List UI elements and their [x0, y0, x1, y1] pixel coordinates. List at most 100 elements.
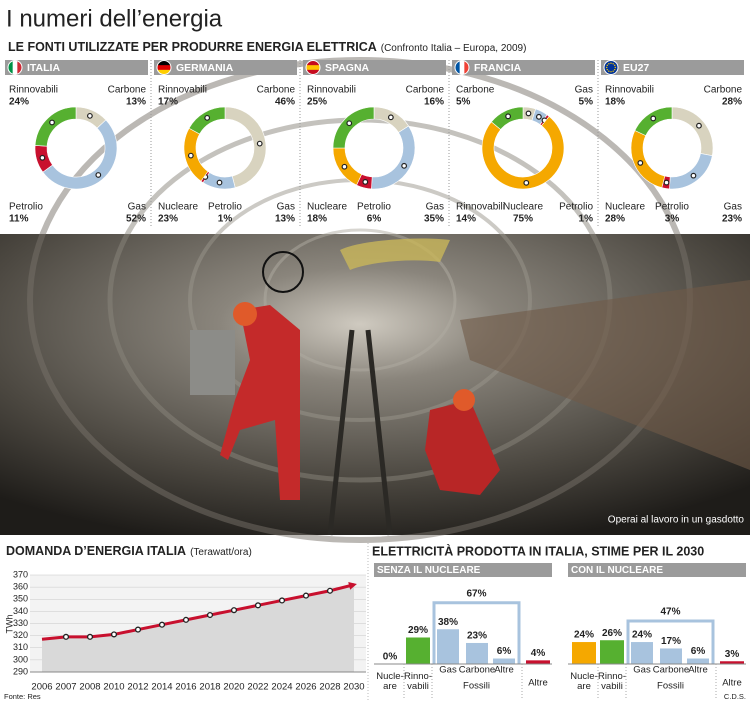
flag-star	[608, 63, 610, 65]
value-label: 18%	[605, 97, 625, 108]
point	[302, 592, 310, 599]
point	[110, 631, 118, 638]
group-value-label: 47%	[660, 607, 680, 618]
x-tick-label: 2007	[55, 682, 76, 693]
value-label: 29%	[408, 625, 428, 636]
donut-segment	[42, 119, 118, 190]
bar	[493, 658, 515, 664]
point	[326, 587, 334, 594]
section-title: ELETTRICITÀ PRODOTTA IN ITALIA, STIME PE…	[372, 543, 704, 558]
point	[62, 633, 70, 640]
value-label: 18%	[307, 214, 327, 225]
x-tick-label: 2018	[199, 682, 220, 693]
category-label: Carbone	[257, 85, 296, 96]
category-label: Nucle-are	[570, 671, 597, 692]
category-label: Gas	[128, 202, 146, 213]
value-label: 6%	[497, 646, 512, 657]
y-axis-label: TWh	[4, 615, 14, 634]
category-label: Gas	[439, 665, 457, 676]
value-label: 23%	[722, 214, 742, 225]
category-label: Altre	[528, 678, 548, 689]
leader-dot	[95, 172, 102, 178]
flag-stripe	[157, 60, 171, 66]
leader-dot	[637, 160, 644, 166]
category-label: Gas	[633, 665, 651, 676]
value-label: 5%	[579, 97, 594, 108]
panel-title: SENZA IL NUCLEARE	[377, 565, 481, 576]
flag-star	[606, 68, 608, 71]
flag	[455, 60, 469, 75]
leader-dot	[523, 179, 530, 186]
group-bracket	[626, 619, 715, 664]
bar	[406, 637, 430, 664]
bar	[437, 629, 459, 664]
chart-subtitle: (Terawatt/ora)	[190, 547, 252, 558]
y-tick-label: 350	[13, 594, 28, 604]
donut-segment	[630, 130, 666, 189]
panel-title: ITALIA	[27, 62, 60, 74]
bar	[572, 642, 596, 664]
value-label: 23%	[158, 214, 178, 225]
flag-stripe	[608, 60, 614, 75]
panel-header	[5, 60, 148, 75]
category-label: Nucleare	[503, 202, 543, 213]
value-label: 35%	[424, 214, 444, 225]
x-tick-label: 2014	[151, 682, 172, 693]
flag-star	[614, 64, 616, 67]
flag	[306, 60, 320, 75]
category-label: Petrolio	[559, 202, 593, 213]
panel-header	[601, 60, 744, 75]
category-label: Rinnovabili	[9, 85, 58, 96]
flag-star	[614, 68, 616, 71]
y-tick-label: 360	[13, 582, 28, 592]
donut-segment	[481, 115, 565, 190]
bar	[631, 642, 653, 664]
value-label: 4%	[531, 648, 546, 659]
value-label: 24%	[9, 97, 29, 108]
category-label: Altre	[722, 678, 742, 689]
flag	[8, 60, 22, 75]
donut-segment	[669, 153, 713, 190]
flag-stripe	[306, 65, 320, 71]
line-chart-title: DOMANDA D’ENERGIA ITALIA (Terawatt/ora)	[6, 544, 252, 558]
x-tick-label: 2012	[127, 682, 148, 693]
flag-stripe	[17, 60, 22, 75]
point	[158, 621, 166, 628]
value-label: 24%	[574, 630, 594, 641]
value-label: 23%	[467, 631, 487, 642]
flag-star	[610, 62, 612, 64]
value-label: 13%	[275, 214, 295, 225]
y-tick-label: 290	[13, 666, 28, 676]
value-label: 5%	[456, 97, 471, 108]
category-label: Gas	[724, 202, 742, 213]
point	[182, 616, 190, 623]
value-label: 3%	[725, 649, 740, 660]
value-label: 17%	[158, 97, 178, 108]
group-value-label: 67%	[466, 588, 486, 599]
x-tick-label: 2028	[319, 682, 340, 693]
flag-star	[606, 66, 608, 69]
value-label: 1%	[579, 214, 594, 225]
point	[86, 633, 94, 640]
y-tick-label: 340	[13, 606, 28, 616]
point	[134, 626, 142, 633]
flag-stripe	[12, 60, 18, 75]
y-tick-label: 310	[13, 642, 28, 652]
value-label: 25%	[307, 97, 327, 108]
panel-title: CON IL NUCLEARE	[571, 565, 663, 576]
flag-star	[612, 63, 614, 65]
x-tick-label: 2016	[175, 682, 196, 693]
value-label: 17%	[661, 636, 681, 647]
credit: C.D.S.	[724, 692, 746, 701]
leader-dot	[204, 114, 211, 121]
source: Fonte: Res	[4, 692, 41, 701]
value-label: 6%	[691, 646, 706, 657]
category-label: Nucleare	[158, 202, 198, 213]
category-label: Petrolio	[9, 202, 43, 213]
section-heading: LE FONTI UTILIZZATE PER PRODURRE ENERGIA…	[8, 40, 377, 54]
leader-dot	[663, 179, 670, 186]
flag-star	[610, 71, 612, 73]
category-label: Rinnovabili	[605, 85, 654, 96]
area	[42, 584, 354, 672]
